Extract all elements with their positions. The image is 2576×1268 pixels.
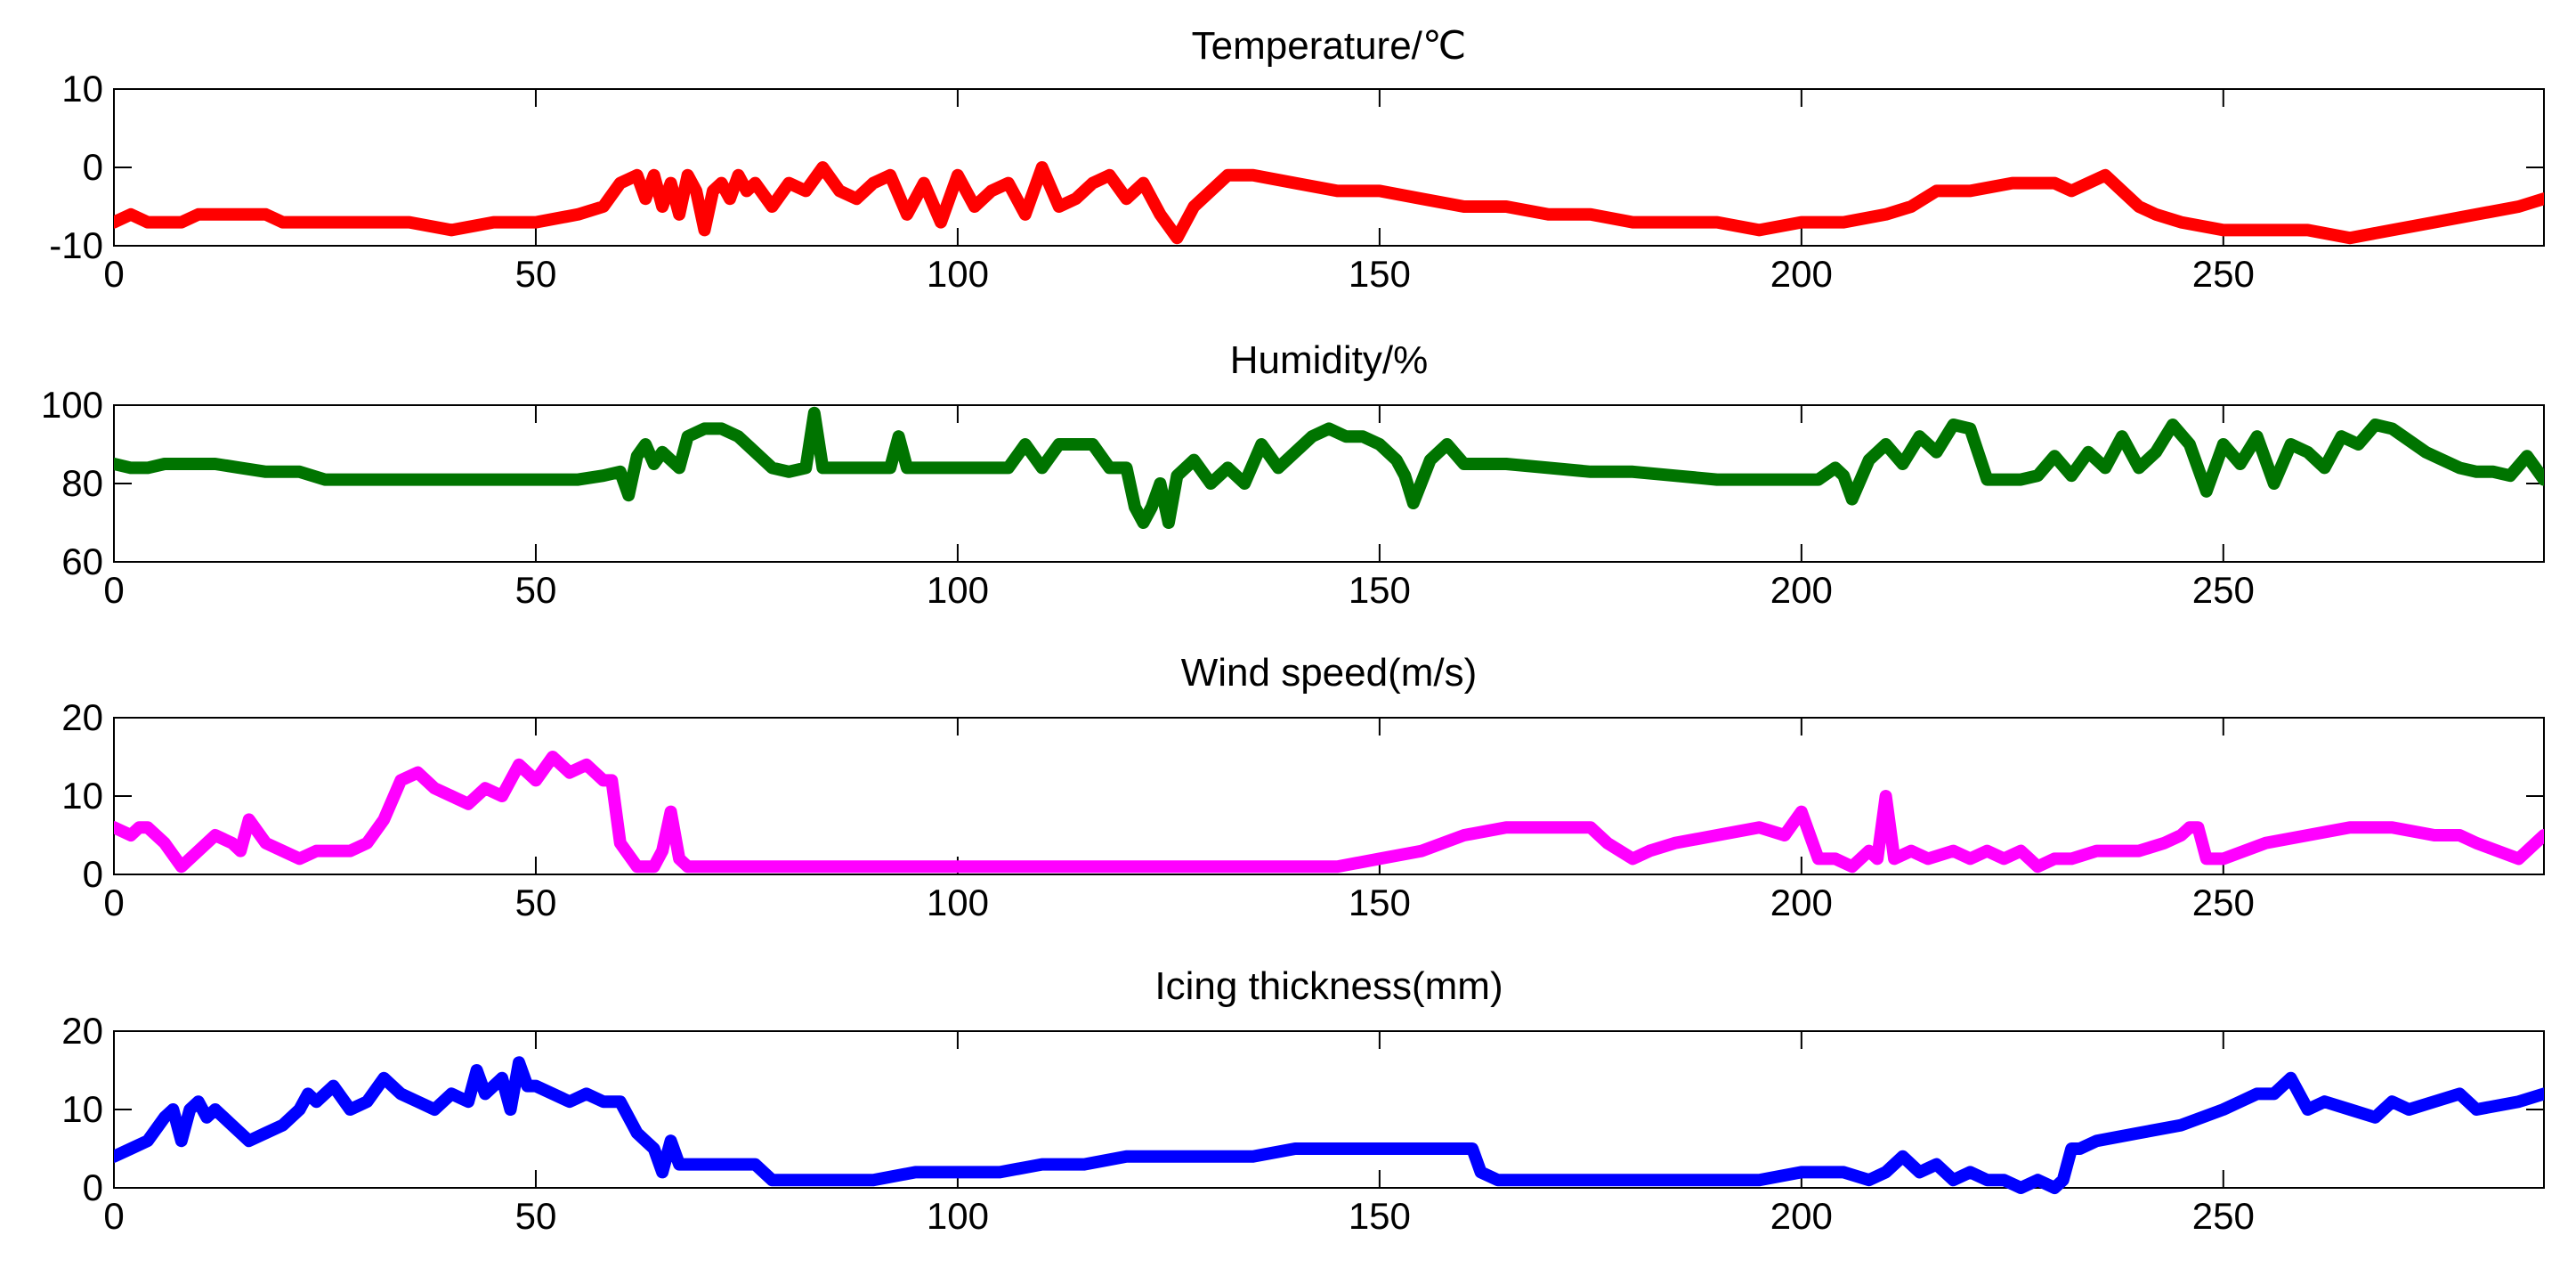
icing-thickness-y-tick-label: 0 [83,1166,103,1208]
wind-speed-x-tick-label: 50 [515,882,557,923]
humidity-panel: Humidity/% 0 50 100 150 200 250 100 80 60 [41,338,2545,611]
temperature-title: Temperature/℃ [1192,24,1467,68]
icing-thickness-series-line [114,1056,2544,1194]
temperature-x-tick-label: 0 [103,253,124,295]
temperature-series-line [114,161,2544,245]
wind-speed-x-tick-label: 0 [103,882,124,923]
temperature-x-tick-label: 200 [1770,253,1833,295]
humidity-x-tick-label: 0 [103,569,124,611]
wind-speed-x-tick-label: 150 [1349,882,1411,923]
humidity-series-line [114,406,2544,529]
temperature-x-tick-label: 150 [1349,253,1411,295]
icing-thickness-y-tick-label: 10 [61,1088,103,1130]
temperature-x-tick-label: 50 [515,253,557,295]
icing-thickness-x-tick-label: 250 [2192,1195,2255,1237]
wind-speed-x-tick-label: 250 [2192,882,2255,923]
wind-speed-series-line [114,751,2544,874]
wind-speed-y-tick-label: 20 [61,696,103,738]
temperature-y-tick-label: 0 [83,146,103,188]
humidity-y-tick-label: 80 [61,462,103,504]
wind-speed-y-tick-label: 0 [83,853,103,895]
humidity-x-tick-label: 200 [1770,569,1833,611]
icing-thickness-x-tick-label: 150 [1349,1195,1411,1237]
humidity-title: Humidity/% [1230,338,1429,382]
icing-thickness-x-tick-label: 100 [927,1195,989,1237]
wind-speed-title: Wind speed(m/s) [1181,651,1478,695]
temperature-x-tick-label: 250 [2192,253,2255,295]
icing-thickness-title: Icing thickness(mm) [1154,964,1503,1008]
icing-thickness-y-tick-label: 20 [61,1010,103,1052]
wind-speed-y-tick-label: 10 [61,775,103,817]
temperature-y-tick-label: -10 [49,224,103,266]
humidity-x-tick-label: 50 [515,569,557,611]
temperature-x-tick-label: 100 [927,253,989,295]
icing-thickness-x-tick-label: 200 [1770,1195,1833,1237]
humidity-x-tick-label: 150 [1349,569,1411,611]
humidity-y-tick-label: 100 [41,384,103,426]
wind-speed-x-tick-label: 100 [927,882,989,923]
humidity-x-tick-label: 250 [2192,569,2255,611]
temperature-y-tick-label: 10 [61,68,103,110]
humidity-x-tick-label: 100 [927,569,989,611]
wind-speed-x-tick-label: 200 [1770,882,1833,923]
icing-thickness-plot-frame [113,1030,2545,1189]
icing-thickness-x-tick-label: 50 [515,1195,557,1237]
humidity-y-tick-label: 60 [61,541,103,582]
icing-thickness-x-tick-label: 0 [103,1195,124,1237]
